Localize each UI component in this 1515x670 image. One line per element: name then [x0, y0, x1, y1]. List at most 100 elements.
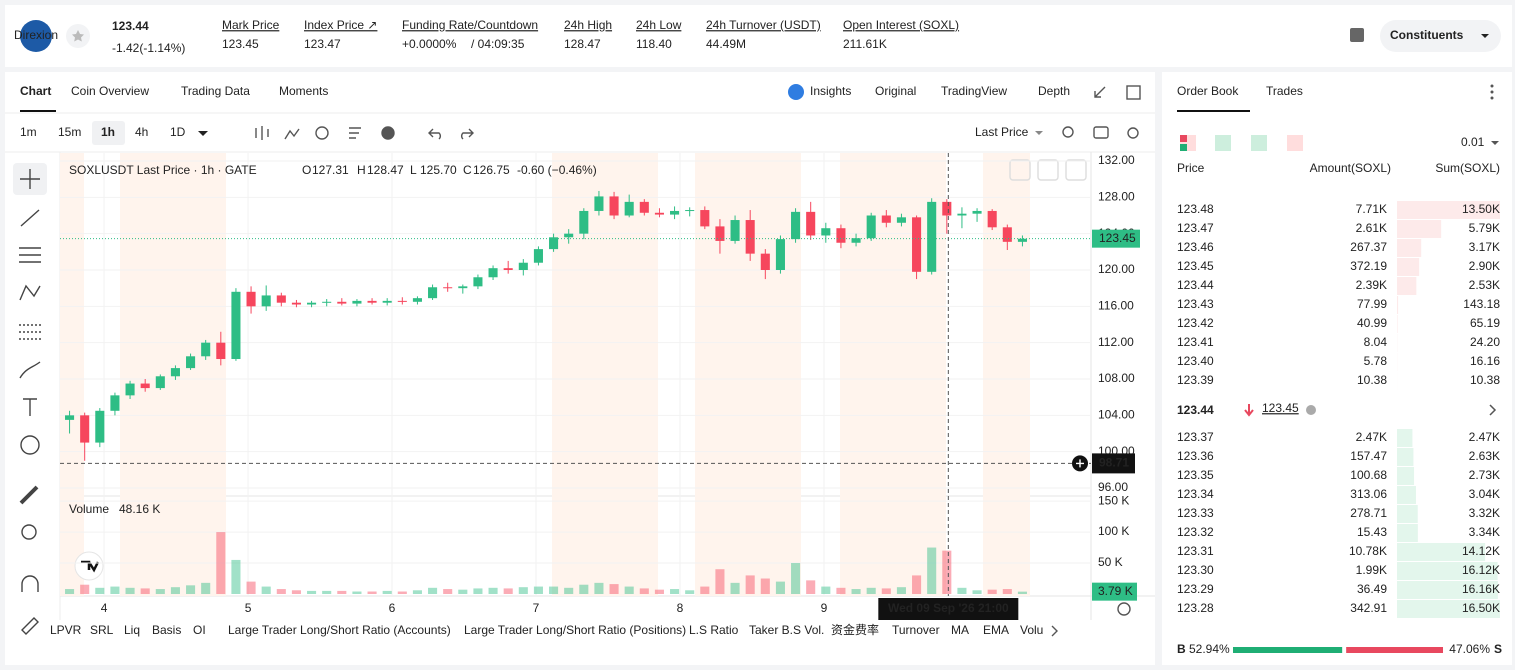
book-price[interactable]: 123.37 — [1177, 430, 1214, 444]
volume-bar — [791, 563, 801, 594]
text-tool[interactable] — [23, 398, 37, 416]
settings[interactable] — [1127, 127, 1139, 139]
menu[interactable] — [1490, 96, 1494, 100]
indicator[interactable]: MA — [951, 623, 969, 637]
view-tab[interactable]: Insights — [810, 84, 851, 98]
view-tab[interactable]: TradingView — [941, 84, 1007, 98]
book-icons[interactable] — [1180, 84, 1497, 417]
undo[interactable] — [428, 128, 441, 140]
emoji-tool[interactable] — [20, 435, 40, 455]
indicator[interactable]: Volu — [1020, 623, 1043, 637]
interval[interactable]: 1m — [20, 125, 37, 139]
view-bids[interactable] — [1215, 135, 1231, 151]
book-price[interactable]: 123.47 — [1177, 221, 1214, 235]
book-amount: 278.71 — [1350, 506, 1387, 520]
view-both[interactable] — [1180, 144, 1187, 151]
menu[interactable] — [1490, 84, 1494, 88]
book-price[interactable]: 123.39 — [1177, 373, 1214, 387]
collapse[interactable] — [1037, 159, 1059, 181]
indicator[interactable]: Taker B.S Vol. — [749, 623, 824, 637]
book-price[interactable]: 123.35 — [1177, 468, 1214, 482]
magnet-tool[interactable] — [21, 575, 39, 592]
book-price[interactable]: 123.45 — [1177, 259, 1214, 273]
crosshair-tool[interactable] — [20, 169, 40, 189]
tab[interactable]: Coin Overview — [71, 84, 149, 98]
band — [60, 153, 84, 596]
indicator[interactable]: OI — [193, 623, 206, 637]
book-price[interactable]: 123.43 — [1177, 297, 1214, 311]
indicator[interactable]: Liq — [124, 623, 140, 637]
book-price[interactable]: 123.36 — [1177, 449, 1214, 463]
interval[interactable]: 15m — [58, 125, 81, 139]
indicator[interactable]: L.S Ratio — [689, 623, 739, 637]
interval[interactable]: 4h — [135, 125, 148, 139]
candle-body — [125, 383, 135, 396]
book-price[interactable]: 123.48 — [1177, 202, 1214, 216]
pattern-tool[interactable] — [19, 284, 41, 301]
fit[interactable] — [1065, 159, 1087, 181]
book-price[interactable]: 123.46 — [1177, 240, 1214, 254]
indicator[interactable]: 资金费率 — [831, 622, 879, 637]
left-toolbar[interactable] — [13, 163, 47, 635]
interval[interactable]: 1D — [170, 125, 186, 139]
view-both[interactable] — [1180, 135, 1187, 142]
templates[interactable] — [349, 127, 361, 139]
precision[interactable]: 0.01 — [1461, 135, 1485, 149]
interval-active[interactable] — [92, 121, 125, 145]
price-source[interactable]: Last Price — [975, 125, 1029, 139]
tab[interactable]: Trading Data — [181, 84, 250, 98]
constituents-button[interactable] — [1380, 20, 1501, 52]
volume-bar — [382, 590, 392, 594]
book-price[interactable]: 123.40 — [1177, 354, 1214, 368]
indicator[interactable]: LPVR — [50, 623, 82, 637]
book-price[interactable]: 123.41 — [1177, 335, 1214, 349]
indicator[interactable]: Large Trader Long/Short Ratio (Positions… — [464, 623, 686, 637]
more[interactable] — [1051, 625, 1058, 637]
book-price[interactable]: 123.28 — [1177, 601, 1214, 615]
view-asks[interactable] — [1287, 135, 1303, 151]
screenshot[interactable] — [1093, 126, 1109, 139]
window[interactable] — [1126, 85, 1141, 100]
book-price[interactable]: 123.32 — [1177, 525, 1214, 539]
book-price[interactable]: 123.33 — [1177, 506, 1214, 520]
book-price[interactable]: 123.42 — [1177, 316, 1214, 330]
indicator[interactable]: SRL — [90, 623, 114, 637]
indicator[interactable]: Large Trader Long/Short Ratio (Accounts) — [228, 623, 451, 637]
book-tab[interactable]: Trades — [1266, 84, 1303, 98]
replay[interactable] — [315, 126, 329, 140]
channel-tool[interactable] — [19, 247, 41, 263]
book-price[interactable]: 123.30 — [1177, 563, 1214, 577]
toolbar-icons[interactable] — [255, 85, 1141, 637]
indicator[interactable]: EMA — [983, 623, 1009, 637]
constituents-label[interactable]: Constituents — [1390, 28, 1464, 42]
candle-type[interactable] — [255, 126, 269, 140]
book-price[interactable]: 123.34 — [1177, 487, 1214, 501]
brush-tool[interactable] — [19, 361, 41, 379]
add[interactable] — [381, 126, 395, 140]
pencil-tool[interactable] — [21, 617, 39, 635]
ruler-tool[interactable] — [19, 485, 39, 505]
view-tab[interactable]: Depth — [1038, 84, 1070, 98]
zoom-tool[interactable] — [21, 524, 37, 540]
indicator[interactable]: Basis — [152, 623, 181, 637]
expand[interactable] — [1094, 86, 1106, 98]
tab[interactable]: Moments — [279, 84, 328, 98]
tab[interactable]: Chart — [20, 84, 51, 98]
scroll-down[interactable] — [1009, 159, 1031, 181]
indicator[interactable]: Turnover — [892, 623, 940, 637]
search[interactable] — [1062, 126, 1074, 138]
doc-icon[interactable] — [1350, 28, 1364, 42]
book-price[interactable]: 123.31 — [1177, 544, 1214, 558]
line-tool[interactable] — [20, 209, 40, 227]
redo[interactable] — [461, 128, 474, 140]
book-price[interactable]: 123.29 — [1177, 582, 1214, 596]
reset[interactable] — [1117, 602, 1131, 616]
menu[interactable] — [1490, 90, 1494, 94]
book-price[interactable]: 123.44 — [1177, 278, 1214, 292]
interval[interactable]: 1h — [101, 125, 115, 139]
book-tab[interactable]: Order Book — [1177, 84, 1239, 98]
view-split[interactable] — [1251, 135, 1267, 151]
view-tab[interactable]: Original — [875, 84, 916, 98]
chevron[interactable] — [1489, 404, 1497, 416]
indicators[interactable] — [284, 128, 300, 140]
